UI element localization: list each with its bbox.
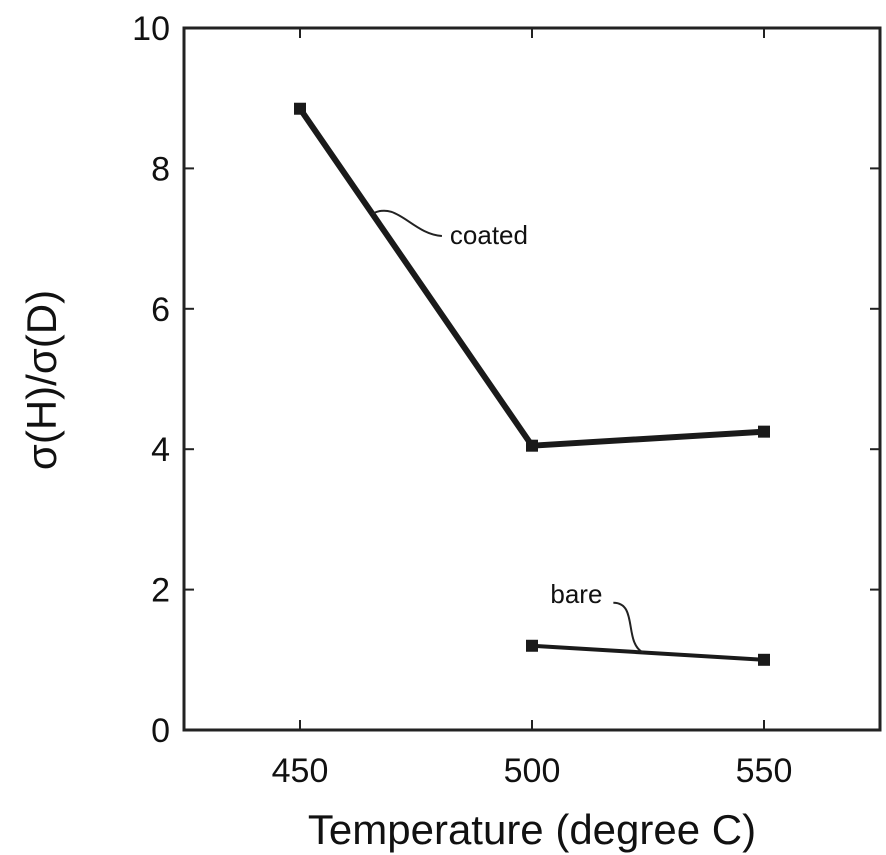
y-tick-label: 0 [151,712,170,750]
data-point-bare [526,640,538,652]
data-point-coated [758,426,770,438]
series-line-bare [532,646,764,660]
x-tick-label: 450 [272,752,329,790]
y-tick-label: 10 [132,10,170,48]
x-axis-title: Temperature (degree C) [308,806,756,853]
annotation-leader-bare [613,603,643,653]
y-tick-label: 6 [151,291,170,329]
y-tick-label: 8 [151,150,170,188]
x-tick-label: 500 [504,752,561,790]
x-tick-label: 550 [736,752,793,790]
annotation-bare: bare [550,579,602,609]
series-line-coated [300,109,764,446]
data-point-bare [758,654,770,666]
y-axis: 0 2 4 6 8 10 [132,10,880,750]
data-point-coated [526,440,538,452]
y-tick-label: 4 [151,431,170,469]
x-axis: 450 500 550 [272,28,793,790]
plot-frame [184,28,880,730]
y-tick-label: 2 [151,572,170,610]
data-point-coated [294,103,306,115]
series-layer [294,103,770,666]
annotation-coated: coated [450,220,528,250]
y-axis-title: σ(H)/σ(D) [18,290,65,470]
